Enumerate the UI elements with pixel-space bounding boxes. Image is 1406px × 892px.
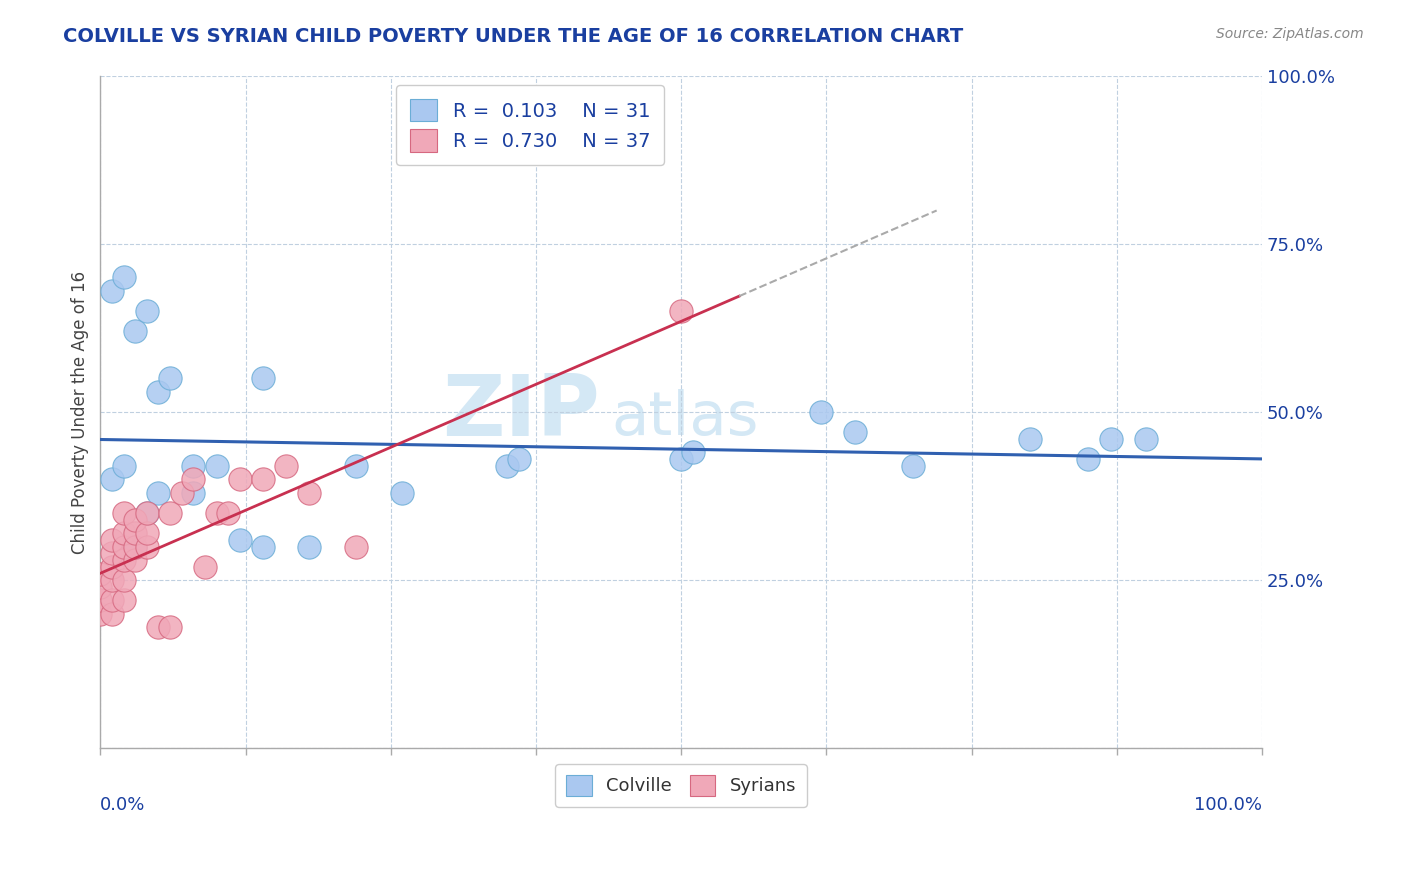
Point <box>344 458 367 473</box>
Point <box>298 485 321 500</box>
Point <box>101 546 124 560</box>
Text: 100.0%: 100.0% <box>1194 796 1263 814</box>
Point <box>89 580 111 594</box>
Point <box>135 304 157 318</box>
Point <box>391 485 413 500</box>
Point <box>89 607 111 621</box>
Point <box>112 573 135 587</box>
Point <box>669 452 692 467</box>
Point <box>159 506 181 520</box>
Point <box>810 405 832 419</box>
Point <box>101 559 124 574</box>
Point <box>159 371 181 385</box>
Point <box>344 540 367 554</box>
Point <box>217 506 239 520</box>
Point <box>112 540 135 554</box>
Point <box>1099 432 1122 446</box>
Point <box>229 472 252 486</box>
Point <box>101 284 124 298</box>
Point <box>205 458 228 473</box>
Point <box>181 458 204 473</box>
Point <box>112 593 135 607</box>
Point <box>496 458 519 473</box>
Point <box>682 445 704 459</box>
Point <box>124 526 146 541</box>
Point <box>194 559 217 574</box>
Point <box>101 573 124 587</box>
Point <box>159 620 181 634</box>
Text: ZIP: ZIP <box>441 370 600 453</box>
Point <box>1135 432 1157 446</box>
Point <box>124 553 146 567</box>
Point <box>205 506 228 520</box>
Point <box>1077 452 1099 467</box>
Text: atlas: atlas <box>612 389 759 449</box>
Point <box>170 485 193 500</box>
Point <box>101 607 124 621</box>
Point <box>101 472 124 486</box>
Point <box>135 540 157 554</box>
Legend: Colville, Syrians: Colville, Syrians <box>555 764 807 806</box>
Point <box>101 533 124 547</box>
Point <box>298 540 321 554</box>
Point <box>276 458 298 473</box>
Point <box>89 593 111 607</box>
Point <box>101 593 124 607</box>
Point <box>148 485 170 500</box>
Point <box>124 324 146 338</box>
Point <box>135 506 157 520</box>
Point <box>112 526 135 541</box>
Text: Source: ZipAtlas.com: Source: ZipAtlas.com <box>1216 27 1364 41</box>
Point <box>112 506 135 520</box>
Point <box>181 485 204 500</box>
Point <box>148 620 170 634</box>
Point <box>124 540 146 554</box>
Point <box>903 458 925 473</box>
Point <box>112 270 135 285</box>
Point <box>1018 432 1040 446</box>
Point <box>252 540 274 554</box>
Point <box>148 384 170 399</box>
Point <box>112 458 135 473</box>
Point <box>135 526 157 541</box>
Point <box>135 506 157 520</box>
Text: COLVILLE VS SYRIAN CHILD POVERTY UNDER THE AGE OF 16 CORRELATION CHART: COLVILLE VS SYRIAN CHILD POVERTY UNDER T… <box>63 27 963 45</box>
Text: 0.0%: 0.0% <box>100 796 146 814</box>
Point <box>229 533 252 547</box>
Y-axis label: Child Poverty Under the Age of 16: Child Poverty Under the Age of 16 <box>72 270 89 554</box>
Point <box>124 540 146 554</box>
Point <box>669 304 692 318</box>
Point <box>252 371 274 385</box>
Point <box>252 472 274 486</box>
Point <box>89 566 111 581</box>
Point <box>508 452 530 467</box>
Point <box>181 472 204 486</box>
Point <box>844 425 866 440</box>
Point <box>112 553 135 567</box>
Point <box>124 513 146 527</box>
